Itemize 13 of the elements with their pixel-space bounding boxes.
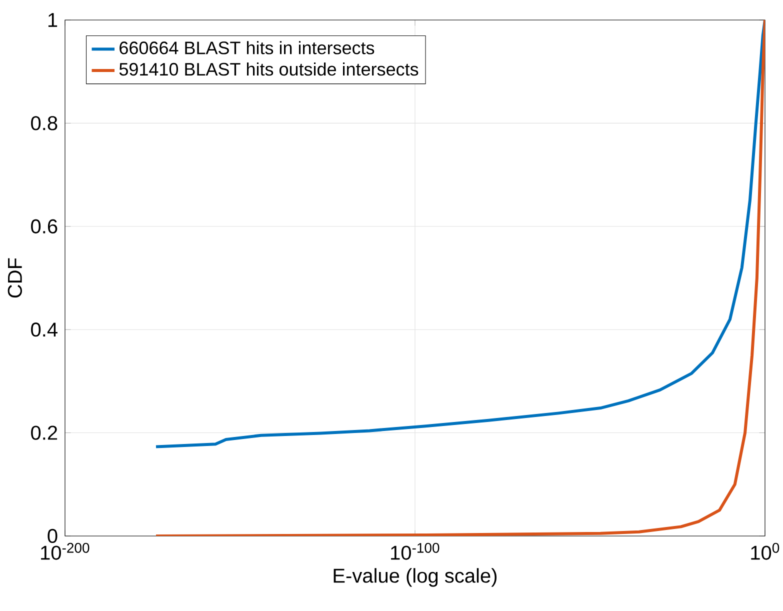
legend-label: 591410 BLAST hits outside intersects [119, 62, 418, 76]
x-axis-title: E-value (log scale) [334, 568, 497, 587]
legend-label: 660664 BLAST hits in intersects [120, 41, 374, 54]
x-tick-label: 10$^{-200}$ [41, 542, 90, 560]
y-tick-label: 0 [48, 528, 58, 544]
y-axis-title: CDF [8, 258, 22, 298]
y-tick-label: 1 [48, 13, 58, 27]
y-tick-label: 0.8 [31, 116, 58, 130]
y-tick-label: 0.2 [31, 426, 58, 440]
x-tick-label: 10$^{-100}$ [391, 542, 440, 560]
x-tick-label: 10$^{0}$ [751, 542, 780, 560]
y-tick-label: 0.4 [31, 322, 58, 337]
y-tick-label: 0.6 [31, 219, 58, 234]
